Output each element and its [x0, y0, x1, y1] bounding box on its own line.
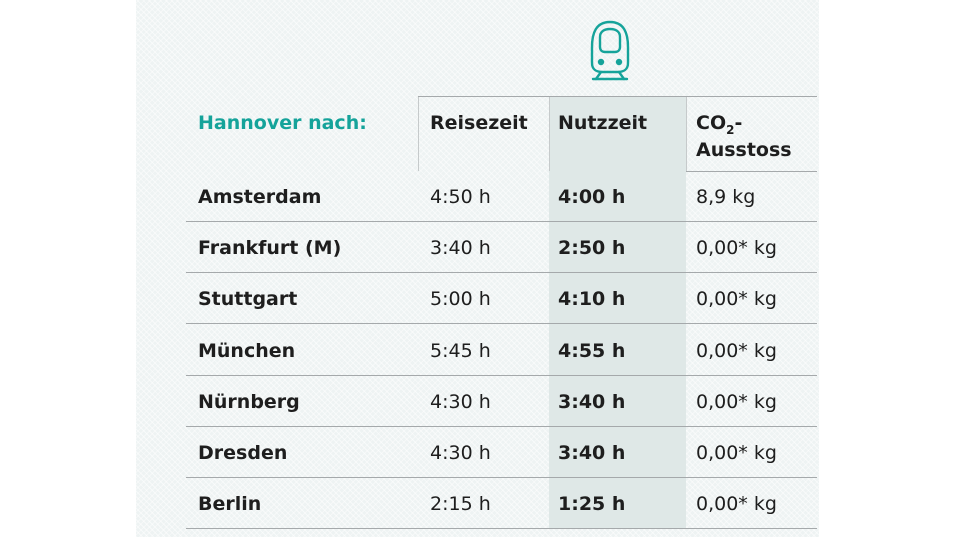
co2-cell: 0,00* kg: [696, 442, 777, 464]
travel-time-cell: 5:00 h: [430, 288, 491, 310]
usable-time-cell: 3:40 h: [558, 442, 626, 464]
city-cell: Berlin: [198, 493, 262, 515]
header-divider-3: [686, 97, 687, 171]
header-travel-time: Reisezeit: [430, 112, 528, 134]
city-cell: Nürnberg: [198, 391, 300, 413]
co2-cell: 0,00* kg: [696, 391, 777, 413]
travel-time-cell: 4:30 h: [430, 442, 491, 464]
usable-time-cell: 4:10 h: [558, 288, 626, 310]
header-top-rule: [418, 96, 817, 97]
travel-time-cell: 2:15 h: [430, 493, 491, 515]
city-cell: Frankfurt (M): [198, 237, 342, 259]
co2-cell: 0,00* kg: [696, 288, 777, 310]
route-origin-label: Hannover nach:: [198, 112, 367, 134]
row-divider: [186, 426, 817, 427]
row-divider: [186, 272, 817, 273]
row-divider: [186, 375, 817, 376]
usable-time-cell: 4:00 h: [558, 186, 626, 208]
header-divider-2: [549, 97, 550, 171]
usable-time-column-highlight: [549, 97, 686, 529]
header-co2-rule: [686, 171, 817, 172]
co2-prefix: CO: [696, 112, 727, 134]
co2-cell: 0,00* kg: [696, 340, 777, 362]
co2-cell: 0,00* kg: [696, 493, 777, 515]
usable-time-cell: 4:55 h: [558, 340, 626, 362]
co2-subscript: 2: [726, 123, 735, 137]
header-divider-1: [418, 97, 419, 171]
table-panel: [136, 0, 819, 537]
header-usable-time: Nutzzeit: [558, 112, 648, 134]
city-cell: München: [198, 340, 296, 362]
co2-suffix: -: [734, 112, 743, 134]
travel-time-cell: 3:40 h: [430, 237, 491, 259]
usable-time-cell: 3:40 h: [558, 391, 626, 413]
header-co2: CO2-: [696, 112, 743, 137]
train-front-icon: [590, 20, 630, 81]
city-cell: Stuttgart: [198, 288, 298, 310]
co2-cell: 0,00* kg: [696, 237, 777, 259]
row-divider: [186, 528, 817, 529]
travel-time-cell: 5:45 h: [430, 340, 491, 362]
row-divider: [186, 221, 817, 222]
row-divider: [186, 477, 817, 478]
usable-time-cell: 1:25 h: [558, 493, 626, 515]
city-cell: Dresden: [198, 442, 288, 464]
co2-cell: 8,9 kg: [696, 186, 756, 208]
usable-time-cell: 2:50 h: [558, 237, 626, 259]
city-cell: Amsterdam: [198, 186, 322, 208]
header-co2-line2: Ausstoss: [696, 139, 792, 161]
travel-time-cell: 4:30 h: [430, 391, 491, 413]
row-divider: [186, 323, 817, 324]
travel-time-cell: 4:50 h: [430, 186, 491, 208]
